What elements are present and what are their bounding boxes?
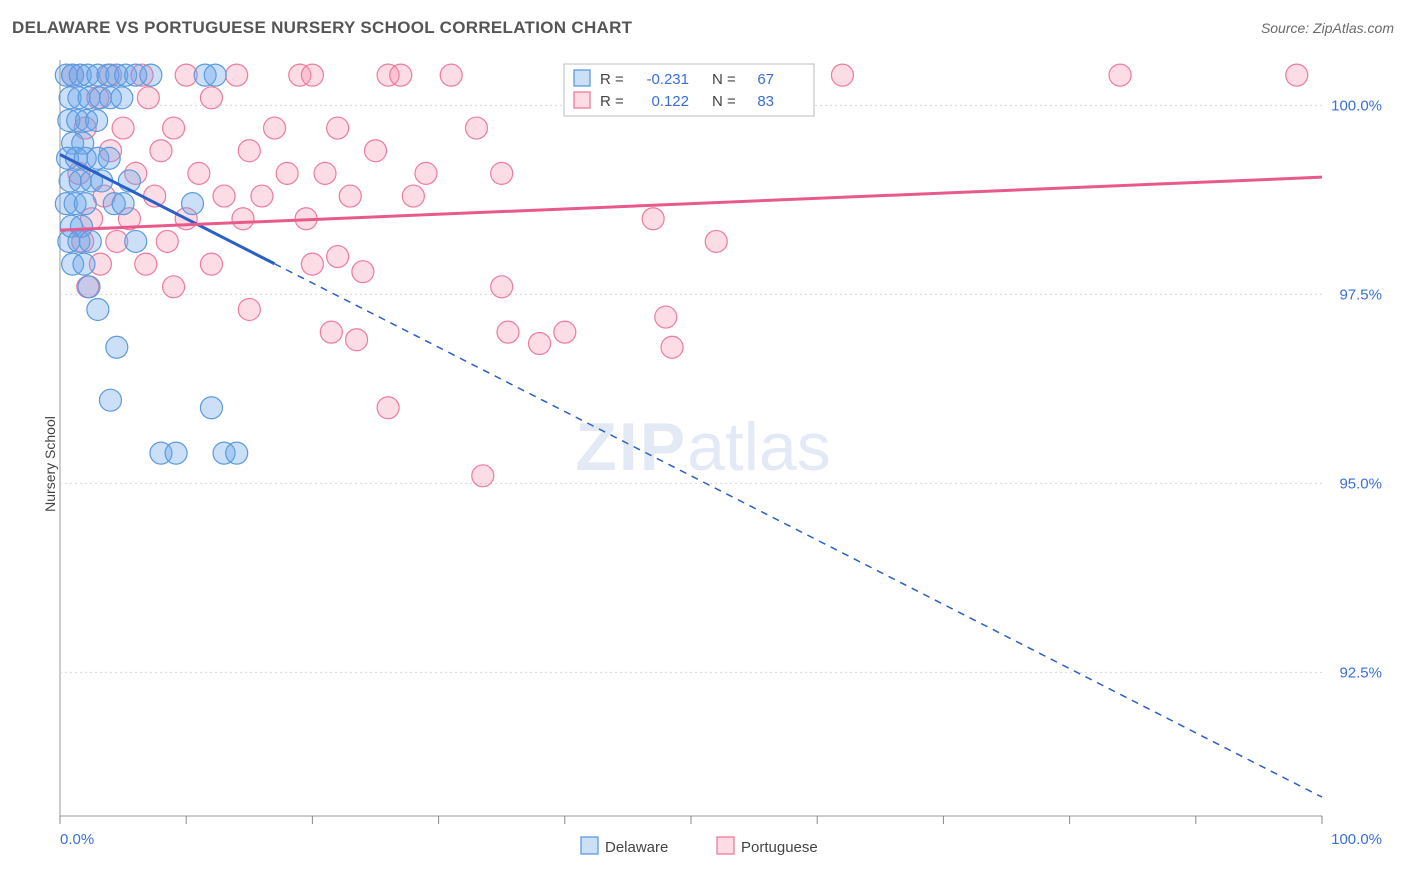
- scatter-point-portuguese: [402, 185, 424, 207]
- scatter-point-portuguese: [251, 185, 273, 207]
- scatter-point-portuguese: [301, 64, 323, 86]
- scatter-point-portuguese: [390, 64, 412, 86]
- scatter-point-portuguese: [491, 162, 513, 184]
- scatter-point-portuguese: [529, 333, 551, 355]
- scatter-point-delaware: [226, 442, 248, 464]
- scatter-point-delaware: [111, 87, 133, 109]
- scatter-point-delaware: [204, 64, 226, 86]
- svg-text:N =: N =: [712, 93, 736, 110]
- chart-title: DELAWARE VS PORTUGUESE NURSERY SCHOOL CO…: [12, 18, 632, 38]
- svg-text:R =: R =: [600, 71, 624, 88]
- scatter-point-delaware: [125, 230, 147, 252]
- scatter-point-portuguese: [238, 298, 260, 320]
- scatter-point-portuguese: [226, 64, 248, 86]
- scatter-point-portuguese: [377, 397, 399, 419]
- scatter-point-portuguese: [163, 276, 185, 298]
- scatter-point-portuguese: [276, 162, 298, 184]
- scatter-point-portuguese: [188, 162, 210, 184]
- scatter-point-portuguese: [213, 185, 235, 207]
- scatter-point-portuguese: [655, 306, 677, 328]
- svg-text:92.5%: 92.5%: [1339, 664, 1382, 681]
- scatter-point-portuguese: [661, 336, 683, 358]
- scatter-point-portuguese: [320, 321, 342, 343]
- header-bar: DELAWARE VS PORTUGUESE NURSERY SCHOOL CO…: [12, 18, 1394, 38]
- scatter-point-portuguese: [339, 185, 361, 207]
- scatter-point-portuguese: [415, 162, 437, 184]
- scatter-point-delaware: [87, 298, 109, 320]
- scatter-point-portuguese: [314, 162, 336, 184]
- scatter-point-portuguese: [465, 117, 487, 139]
- svg-text:-0.231: -0.231: [646, 71, 689, 88]
- scatter-point-delaware: [98, 147, 120, 169]
- scatter-point-delaware: [200, 397, 222, 419]
- svg-text:R =: R =: [600, 93, 624, 110]
- scatter-point-portuguese: [491, 276, 513, 298]
- scatter-point-delaware: [73, 253, 95, 275]
- legend-swatch-portuguese: [717, 837, 734, 854]
- scatter-point-portuguese: [232, 208, 254, 230]
- source-label: Source: ZipAtlas.com: [1261, 20, 1394, 36]
- legend-label-portuguese: Portuguese: [741, 839, 818, 856]
- scatter-point-portuguese: [327, 117, 349, 139]
- scatter-point-delaware: [106, 336, 128, 358]
- svg-text:100.0%: 100.0%: [1331, 831, 1382, 848]
- scatter-point-delaware: [112, 193, 134, 215]
- scatter-point-portuguese: [163, 117, 185, 139]
- scatter-point-delaware: [74, 193, 96, 215]
- svg-text:97.5%: 97.5%: [1339, 286, 1382, 303]
- scatter-point-portuguese: [200, 87, 222, 109]
- scatter-point-portuguese: [264, 117, 286, 139]
- scatter-point-delaware: [182, 193, 204, 215]
- scatter-point-portuguese: [200, 253, 222, 275]
- regression-line-portuguese: [60, 177, 1322, 230]
- svg-text:N =: N =: [712, 71, 736, 88]
- scatter-point-delaware: [140, 64, 162, 86]
- scatter-point-delaware: [165, 442, 187, 464]
- scatter-point-portuguese: [554, 321, 576, 343]
- legend: Delaware Portuguese: [581, 837, 818, 856]
- scatter-chart: 92.5% 95.0% 97.5% 100.0% 0.0% 100.0% R = -0.231…: [12, 48, 1394, 880]
- svg-text:0.0%: 0.0%: [60, 831, 94, 848]
- svg-text:67: 67: [757, 71, 774, 88]
- svg-text:95.0%: 95.0%: [1339, 475, 1382, 492]
- scatter-point-portuguese: [135, 253, 157, 275]
- regression-extension-delaware: [275, 264, 1322, 797]
- scatter-point-portuguese: [497, 321, 519, 343]
- svg-text:83: 83: [757, 93, 774, 110]
- scatter-point-portuguese: [365, 140, 387, 162]
- scatter-point-delaware: [99, 389, 121, 411]
- scatter-point-delaware: [78, 276, 100, 298]
- scatter-point-portuguese: [705, 230, 727, 252]
- svg-text:100.0%: 100.0%: [1331, 97, 1382, 114]
- scatter-point-portuguese: [472, 465, 494, 487]
- scatter-point-portuguese: [301, 253, 323, 275]
- legend-label-delaware: Delaware: [605, 839, 668, 856]
- scatter-point-delaware: [86, 109, 108, 131]
- chart-area: Nursery School ZIPatlas 92.5%95.0%97.5%1…: [12, 48, 1394, 880]
- scatter-point-portuguese: [642, 208, 664, 230]
- y-axis-label: Nursery School: [42, 416, 58, 512]
- scatter-point-delaware: [79, 230, 101, 252]
- scatter-point-portuguese: [440, 64, 462, 86]
- scatter-point-portuguese: [156, 230, 178, 252]
- scatter-point-portuguese: [327, 246, 349, 268]
- scatter-point-portuguese: [346, 329, 368, 351]
- scatter-point-portuguese: [137, 87, 159, 109]
- svg-text:0.122: 0.122: [651, 93, 689, 110]
- stat-box: R = -0.231 N = 67 R = 0.122 N = 83: [564, 64, 814, 116]
- legend-swatch-delaware: [581, 837, 598, 854]
- scatter-point-portuguese: [150, 140, 172, 162]
- scatter-point-portuguese: [352, 261, 374, 283]
- scatter-point-portuguese: [1109, 64, 1131, 86]
- scatter-point-portuguese: [831, 64, 853, 86]
- scatter-point-portuguese: [112, 117, 134, 139]
- scatter-point-portuguese: [1286, 64, 1308, 86]
- scatter-point-portuguese: [238, 140, 260, 162]
